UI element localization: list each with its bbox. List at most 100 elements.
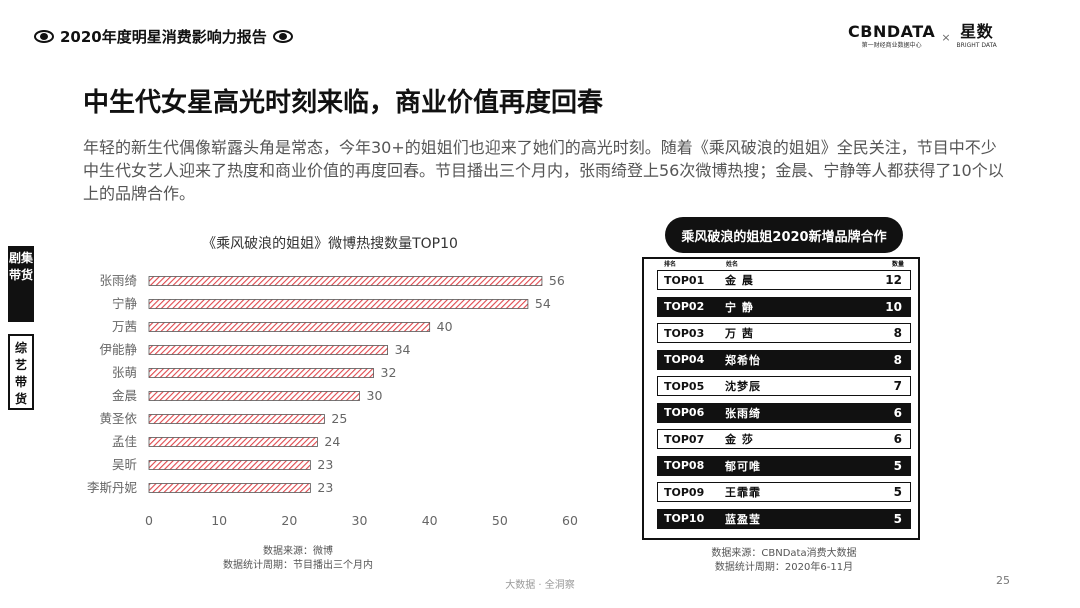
row-count: 6 [893,405,902,420]
report-title-text: 2020年度明星消费影响力报告 [60,27,267,46]
row-count: 12 [885,273,902,287]
col-rank-header: 排名 [664,261,677,268]
bar-value-label: 23 [317,480,333,495]
category-label: 张雨绮 [99,273,137,288]
row-name: 王霏霏 [725,486,761,499]
table-row: TOP03 万 茜 8 [657,323,911,343]
row-name: 金 莎 [725,433,754,446]
intro-paragraph: 年轻的新生代偶像崭露头角是常态，今年30+的姐姐们也迎来了她们的高光时刻。随着《… [83,138,1004,203]
brand-table-header: 排名 姓名 数量 [662,259,912,268]
footer-slogan: 大数据 · 全洞察 [505,580,575,591]
bar [148,345,388,355]
chart-source: 数据来源：微博 数据统计周期：节目播出三个月内 [198,545,398,573]
row-count: 5 [893,458,902,473]
bar [148,391,360,401]
side-tab-variety[interactable]: 综艺带货 [8,334,34,410]
category-label: 万茜 [112,319,137,334]
page-headline: 中生代女星高光时刻来临，商业价值再度回春 [83,88,604,118]
row-count: 7 [893,379,902,393]
row-count: 5 [893,485,902,499]
row-name: 张雨绮 [725,406,761,420]
table-row: TOP06 张雨绮 6 [657,402,911,423]
bar-value-label: 24 [324,434,340,449]
bright-data-logo-sub: BRIGHT DATA [956,42,997,49]
category-label: 金晨 [112,388,138,403]
bright-data-logo-text: 星数 [960,22,994,41]
bar-value-label: 34 [395,342,411,357]
side-tabs: 剧集带货 综艺带货 [8,246,38,410]
bar-value-label: 54 [535,296,551,311]
table-row: TOP09 王霏霏 5 [657,482,911,502]
row-rank: TOP06 [664,406,705,419]
row-count: 6 [893,432,902,446]
brand-logo: CBNDATA 第一财经商业数据中心 × 星数 BRIGHT DATA [848,22,997,52]
col-count-header: 数量 [891,261,904,268]
row-rank: TOP10 [664,512,705,525]
category-label: 黄圣依 [99,411,137,426]
row-rank: TOP02 [664,300,705,313]
cbndata-logo-text: CBNDATA [848,22,936,41]
table-row: TOP08 郁可唯 5 [657,455,911,476]
report-title: 2020年度明星消费影响力报告 [34,24,293,48]
bar [148,368,374,378]
table-source: 数据来源：CBNData消费大数据 数据统计周期：2020年6-11月 [684,547,884,575]
x-tick-label: 30 [352,513,368,528]
category-label: 吴昕 [112,457,137,472]
x-tick-label: 10 [211,513,227,528]
row-name: 万 茜 [725,327,754,340]
eye-icon [272,29,293,43]
chart-source-line: 数据来源：微博 [263,546,333,557]
table-row: TOP10 蓝盈莹 5 [657,508,911,529]
row-rank: TOP04 [664,353,705,366]
eye-icon [34,29,54,43]
chart-period-line: 数据统计周期：节目播出三个月内 [223,560,373,571]
brand-separator: × [941,30,951,44]
table-row: TOP05 沈梦辰 7 [657,376,911,396]
bar [148,299,529,309]
side-tab-drama[interactable]: 剧集带货 [8,246,34,322]
row-name: 沈梦辰 [725,380,761,393]
x-tick-label: 60 [562,513,578,528]
row-count: 5 [893,511,902,526]
bar [148,483,311,493]
category-label: 孟佳 [112,434,137,449]
bar-value-label: 30 [367,388,383,403]
bar-value-label: 32 [381,365,397,380]
row-name: 郁可唯 [725,459,761,473]
row-name: 金 晨 [725,274,754,287]
bar-value-label: 25 [331,411,347,426]
bar-value-label: 56 [549,273,565,288]
bar [148,460,311,470]
row-name: 郑希怡 [725,353,761,367]
table-row: TOP01 金 晨 12 [657,270,911,290]
category-label: 李斯丹妮 [87,480,138,495]
table-source-line: 数据来源：CBNData消费大数据 [711,548,857,559]
col-name-header: 姓名 [726,261,739,268]
bar-value-label: 23 [317,457,333,472]
cbndata-logo-sub: 第一财经商业数据中心 [861,42,922,49]
x-tick-label: 20 [281,513,297,528]
row-count: 8 [893,352,902,367]
bar-value-label: 40 [437,319,453,334]
brand-table-rows: TOP01 金 晨 12 TOP02 宁 静 10 TOP03 万 茜 8 TOP04 郑希怡… [657,270,911,535]
row-rank: TOP09 [664,485,705,499]
table-period-line: 数据统计周期：2020年6-11月 [714,562,854,573]
hot-search-bar-chart: 张雨绮 56 宁静 54 万茜 40 伊能静 34 张萌 32 金晨 30 黄圣依 25 孟佳 24 吴昕 23 李… [87,273,578,528]
table-row: TOP07 金 莎 6 [657,429,911,449]
bar [148,322,431,332]
x-tick-label: 50 [492,513,508,528]
row-rank: TOP03 [664,326,705,340]
table-row: TOP04 郑希怡 8 [657,349,911,370]
x-tick-label: 40 [422,513,438,528]
cbndata-logo: CBNDATA 第一财经商业数据中心 [848,24,935,50]
category-label: 张萌 [112,365,137,380]
row-rank: TOP07 [664,432,705,446]
bar [148,437,318,447]
row-count: 10 [885,299,902,314]
bright-data-logo: 星数 BRIGHT DATA [957,24,997,50]
row-rank: TOP08 [664,459,705,472]
table-row: TOP02 宁 静 10 [657,296,911,317]
category-label: 宁静 [112,296,138,311]
bar [148,414,325,424]
x-tick-label: 0 [145,513,153,528]
